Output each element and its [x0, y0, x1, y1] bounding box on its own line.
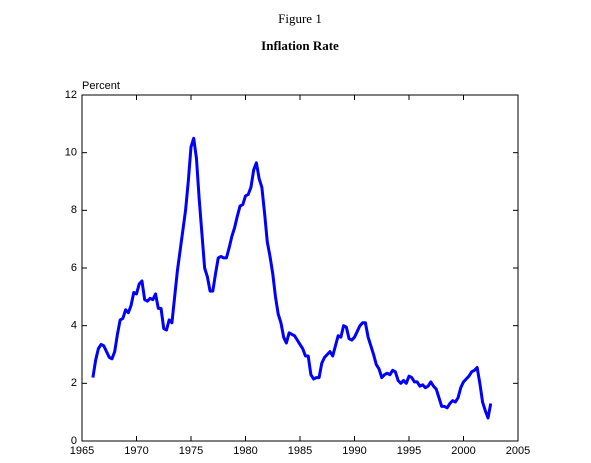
chart-subtitle: Inflation Rate [261, 38, 339, 53]
y-tick-label: 8 [71, 204, 77, 216]
y-tick-label: 4 [71, 320, 77, 332]
x-tick-label: 1975 [179, 445, 203, 457]
y-tick-label: 6 [71, 262, 77, 274]
y-tick-label: 0 [71, 435, 77, 447]
x-tick-label: 1990 [342, 445, 366, 457]
x-tick-label: 2005 [506, 445, 530, 457]
chart-title: Figure 1 [278, 11, 322, 26]
data-line [91, 136, 493, 420]
x-tick-label: 1980 [233, 445, 257, 457]
plot-frame [81, 94, 519, 442]
y-axis-label: Percent [82, 80, 120, 92]
x-tick-label: 1970 [124, 445, 148, 457]
x-tick-label: 1965 [70, 445, 94, 457]
y-tick-label: 2 [71, 377, 77, 389]
x-tick-label: 2000 [451, 445, 475, 457]
x-tick-label: 1995 [397, 445, 421, 457]
y-tick-label: 12 [65, 89, 77, 101]
y-tick-label: 10 [65, 147, 77, 159]
x-tick-label: 1985 [288, 445, 312, 457]
